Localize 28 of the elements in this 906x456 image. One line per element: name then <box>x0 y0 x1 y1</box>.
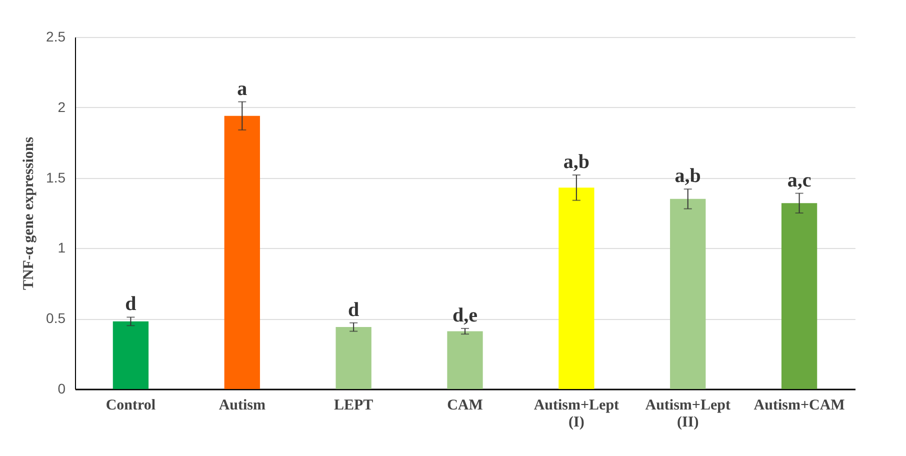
annotation: d <box>348 298 360 321</box>
x-tick-label: Control <box>106 398 156 414</box>
x-tick-label: Autism+Lept (II) <box>645 398 730 430</box>
annotation: a,b <box>674 165 701 188</box>
bar <box>670 198 706 389</box>
annotation: d,e <box>452 304 478 326</box>
x-tick-label: Autism+CAM <box>754 398 845 414</box>
y-tick-label: 0 <box>58 380 66 396</box>
y-tick-label: 1 <box>58 240 66 256</box>
x-tick-label: LEPT <box>334 398 374 414</box>
bar <box>558 188 594 389</box>
y-axis-title: TNF-α gene expressions <box>21 136 38 290</box>
annotation: a,b <box>563 150 590 173</box>
bar <box>336 327 372 389</box>
y-tick-label: 1.5 <box>46 169 66 186</box>
annotation: a <box>237 78 248 100</box>
y-tick-label: 2.5 <box>46 28 66 44</box>
y-tick-label: 2 <box>58 98 66 115</box>
bar <box>224 116 260 389</box>
bar <box>112 321 149 389</box>
annotation: d <box>125 293 136 316</box>
bar <box>781 203 818 389</box>
y-tick-label: 0.5 <box>46 310 66 326</box>
bar <box>447 331 483 389</box>
annotation: a,c <box>787 169 812 192</box>
x-tick-label: Autism <box>218 398 266 414</box>
x-tick-label: CAM <box>447 398 483 414</box>
x-tick-label: Autism+Lept (I) <box>534 398 620 430</box>
